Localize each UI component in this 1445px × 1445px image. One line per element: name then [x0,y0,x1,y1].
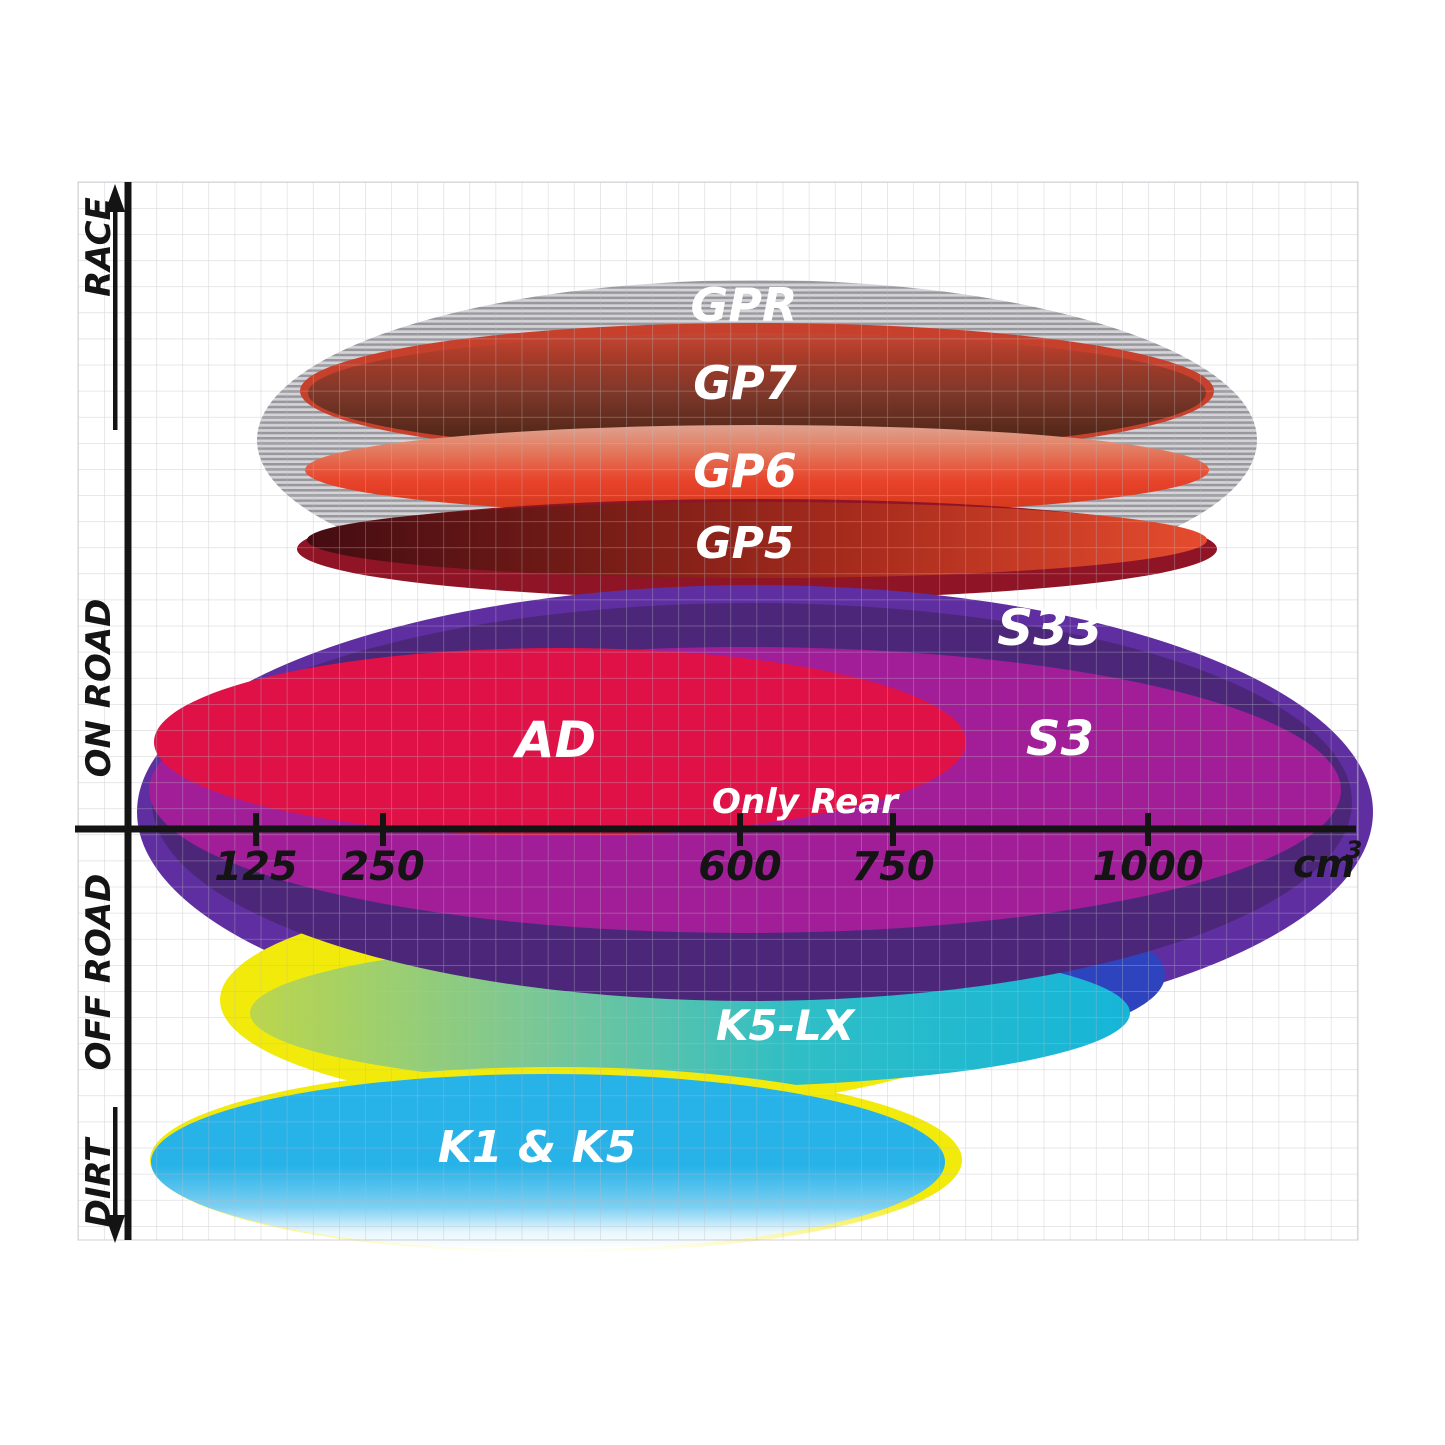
zone-label-race: RACE [79,197,119,297]
axis-labels: 125 250 600 750 1000 cm 3 RACE ON ROAD O… [79,197,1362,1227]
tick-label-250: 250 [341,844,425,890]
series-labels: GPR GP7 GP6 GP5 S33 S3 AD Only Rear K5-L… [438,278,1103,1173]
tick-label-125: 125 [214,844,298,890]
tick-250 [380,813,386,846]
x-axis-line [75,825,1356,833]
dirt-down-arrow [105,1107,125,1243]
tick-label-600: 600 [698,844,782,890]
label-k5lx: K5-LX [716,1001,857,1050]
label-ad: AD [512,711,596,769]
axes [75,182,1356,1243]
zone-label-off-road: OFF ROAD [79,874,119,1071]
tick-1000 [1145,813,1151,846]
label-only-rear: Only Rear [712,782,900,822]
tick-125 [253,813,259,846]
tick-label-750: 750 [851,844,935,890]
label-k1k5: K1 & K5 [438,1122,636,1173]
zone-label-dirt: DIRT [79,1136,119,1228]
tick-label-1000: 1000 [1092,844,1203,890]
label-gp7: GP7 [693,356,796,410]
grid-border [77,181,1359,1241]
x-axis-ticks [253,813,1151,846]
grid-lines [78,182,1358,1240]
y-axis-line [124,182,132,1240]
label-gpr: GPR [691,278,798,332]
race-up-arrow [105,184,125,430]
x-axis-unit-sup: 3 [1346,836,1363,864]
grid [77,181,1359,1241]
zone-label-on-road: ON ROAD [79,599,119,778]
label-s3: S3 [1026,711,1094,767]
label-s33: S33 [997,599,1103,657]
label-gp5: GP5 [696,518,795,569]
x-axis-unit: cm [1293,842,1355,886]
tick-750 [890,813,896,846]
label-gp6: GP6 [693,444,796,498]
tick-600 [737,813,743,846]
